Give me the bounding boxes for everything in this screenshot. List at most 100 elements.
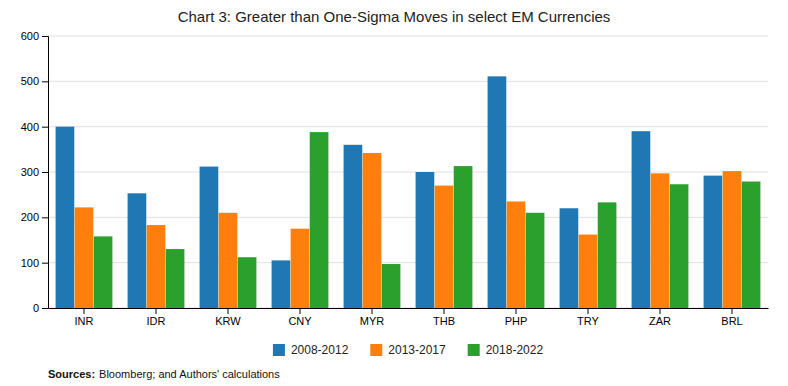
x-tick-mark xyxy=(84,308,85,314)
legend-label: 2008-2012 xyxy=(291,343,349,357)
y-tick: 300 xyxy=(21,166,48,178)
y-tick-label: 200 xyxy=(21,211,39,223)
y-tick-mark xyxy=(42,308,48,309)
bar xyxy=(344,145,363,308)
bar-series xyxy=(94,132,761,308)
grid-line xyxy=(48,172,768,173)
y-tick-label: 300 xyxy=(21,166,39,178)
grid-line xyxy=(48,126,768,127)
y-tick: 200 xyxy=(21,211,48,223)
bars xyxy=(56,76,761,308)
legend-swatch xyxy=(273,344,285,356)
x-tick-label: KRW xyxy=(215,315,241,327)
y-tick: 0 xyxy=(33,302,48,314)
bar xyxy=(166,249,185,308)
source-note: Sources: Bloomberg; and Authors' calculat… xyxy=(48,368,280,380)
bar xyxy=(272,260,291,308)
bar xyxy=(560,208,579,308)
y-tick: 400 xyxy=(21,121,48,133)
bar xyxy=(579,235,598,308)
x-tick-label: MYR xyxy=(360,315,385,327)
x-tick-label: INR xyxy=(75,315,94,327)
bar xyxy=(219,213,238,308)
bar xyxy=(128,193,147,308)
bar xyxy=(94,236,113,308)
y-axis-line xyxy=(42,37,49,309)
x-tick-mark xyxy=(732,308,733,314)
source-label: Sources: xyxy=(48,368,95,380)
x-tick: BRL xyxy=(721,308,742,327)
y-tick-label: 400 xyxy=(21,121,39,133)
bar xyxy=(670,184,689,308)
bar xyxy=(147,225,166,308)
x-tick-label: BRL xyxy=(721,315,742,327)
bar xyxy=(363,153,382,308)
plot-area: 0 100 200 300 400 500 600 INR IDR KRW CNY MYR THB PHP… xyxy=(21,30,769,327)
x-tick: ZAR xyxy=(649,308,671,327)
legend-item: 2018-2022 xyxy=(468,343,544,357)
source-text: Bloomberg; and Authors' calculations xyxy=(99,368,280,380)
bar xyxy=(488,76,507,308)
bar xyxy=(526,213,545,308)
y-tick-mark xyxy=(42,263,48,264)
y-tick-mark xyxy=(42,127,48,128)
x-tick-label: CNY xyxy=(288,315,312,327)
x-tick: TRY xyxy=(577,308,599,327)
bar xyxy=(56,127,75,308)
x-tick-label: ZAR xyxy=(649,315,671,327)
chart-title: Chart 3: Greater than One-Sigma Moves in… xyxy=(178,8,611,25)
bar xyxy=(75,207,94,308)
bar xyxy=(310,132,329,308)
y-axis: 0 100 200 300 400 500 600 xyxy=(21,30,49,314)
x-tick: MYR xyxy=(360,308,385,327)
bar xyxy=(598,202,617,308)
legend-label: 2013-2017 xyxy=(388,343,446,357)
y-tick-label: 100 xyxy=(21,257,39,269)
x-tick-mark xyxy=(372,308,373,314)
x-tick-mark xyxy=(300,308,301,314)
x-tick-mark xyxy=(516,308,517,314)
y-tick-mark xyxy=(42,217,48,218)
y-tick-mark xyxy=(42,36,48,37)
x-tick-label: PHP xyxy=(505,315,528,327)
x-tick: KRW xyxy=(215,308,241,327)
legend: 2008-2012 2013-2017 2018-2022 xyxy=(273,343,543,357)
x-axis: INR IDR KRW CNY MYR THB PHP TRY ZAR BRL xyxy=(49,308,769,327)
bar-series xyxy=(75,153,742,308)
legend-swatch xyxy=(468,344,480,356)
x-tick-mark xyxy=(156,308,157,314)
x-tick-mark xyxy=(660,308,661,314)
legend-swatch xyxy=(370,344,382,356)
y-tick-label: 500 xyxy=(21,75,39,87)
y-tick-label: 0 xyxy=(33,302,39,314)
x-tick-mark xyxy=(588,308,589,314)
bar xyxy=(723,171,742,308)
grid xyxy=(48,36,768,308)
y-tick: 600 xyxy=(21,30,48,42)
bar xyxy=(435,186,454,308)
y-tick: 100 xyxy=(21,257,48,269)
x-tick: PHP xyxy=(505,308,528,327)
bar xyxy=(238,257,257,308)
grid-line xyxy=(48,36,768,37)
bar xyxy=(454,166,473,308)
bar-series xyxy=(56,76,723,308)
grid-line xyxy=(48,81,768,82)
bar xyxy=(200,167,219,308)
y-tick-label: 600 xyxy=(21,30,39,42)
chart-svg: Chart 3: Greater than One-Sigma Moves in… xyxy=(0,0,788,386)
x-tick: IDR xyxy=(147,308,166,327)
x-tick: THB xyxy=(433,308,455,327)
bar xyxy=(382,264,401,308)
bar xyxy=(632,131,651,308)
bar xyxy=(507,201,526,308)
x-tick-mark xyxy=(444,308,445,314)
legend-label: 2018-2022 xyxy=(486,343,544,357)
y-tick-mark xyxy=(42,172,48,173)
x-tick: INR xyxy=(75,308,94,327)
bar xyxy=(291,229,310,308)
bar xyxy=(704,176,723,308)
x-tick-label: THB xyxy=(433,315,455,327)
x-tick-label: TRY xyxy=(577,315,599,327)
bar xyxy=(416,172,435,308)
